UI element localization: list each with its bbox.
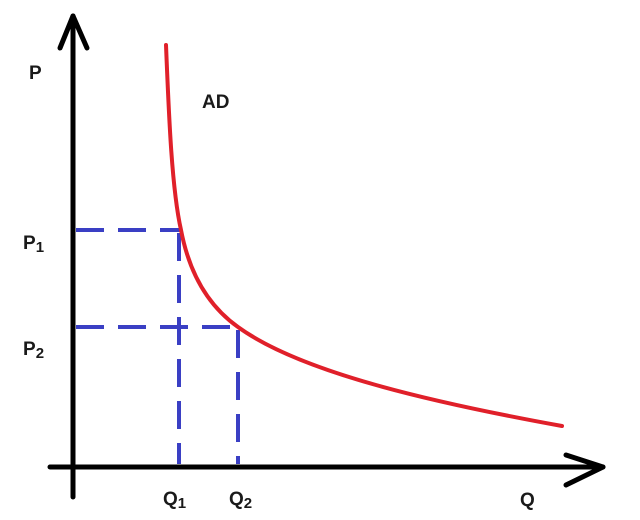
q1-main: Q <box>163 489 178 510</box>
q2-label: Q2 <box>229 489 252 512</box>
q2-subscript: 2 <box>244 495 252 512</box>
quantity-axis-label: Q <box>520 490 535 511</box>
price-axis-label: P <box>29 63 42 84</box>
p2-label: P2 <box>23 339 44 362</box>
guide-lines <box>76 228 240 464</box>
ad-curve <box>164 43 564 428</box>
p1-subscript: 1 <box>36 239 44 256</box>
q2-main: Q <box>229 489 244 510</box>
p2-main: P <box>23 339 36 360</box>
axes <box>47 13 606 500</box>
p1-main: P <box>23 233 36 254</box>
q1-subscript: 1 <box>178 495 186 512</box>
p1-label: P1 <box>23 233 44 256</box>
x-axis-arrowhead <box>563 452 606 488</box>
q1-label: Q1 <box>163 489 186 512</box>
p2-subscript: 2 <box>36 345 44 362</box>
y-axis-arrowhead <box>57 13 90 51</box>
ad-curve-label: AD <box>202 92 229 113</box>
